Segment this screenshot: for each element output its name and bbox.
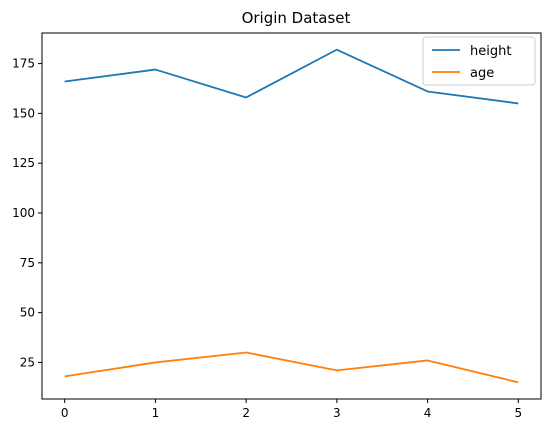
x-tick-label: 0 [61, 406, 69, 420]
series-line-height [64, 48, 519, 105]
x-tick-label: 2 [242, 406, 250, 420]
y-tick-label: 125 [12, 156, 35, 170]
y-tick-label: 25 [20, 355, 35, 369]
x-tick-label: 5 [514, 406, 522, 420]
series-line-age [64, 351, 519, 384]
legend: height age [422, 36, 536, 86]
plot-frame [41, 32, 542, 400]
x-tick-label: 3 [333, 406, 341, 420]
legend-label-height: height [470, 44, 511, 59]
y-tick-label: 175 [12, 57, 35, 71]
axes-ticks: 0 1 2 3 4 5 25 50 75 100 125 150 175 [12, 57, 522, 420]
x-tick-label: 4 [424, 406, 432, 420]
series-lines [64, 48, 519, 384]
y-tick-label: 50 [20, 306, 35, 320]
y-tick-label: 75 [20, 256, 35, 270]
legend-frame [422, 36, 536, 86]
y-tick-label: 150 [12, 106, 35, 120]
y-tick-label: 100 [12, 206, 35, 220]
x-tick-label: 1 [152, 406, 160, 420]
legend-label-age: age [470, 66, 494, 81]
chart-title: Origin Dataset [242, 9, 351, 27]
